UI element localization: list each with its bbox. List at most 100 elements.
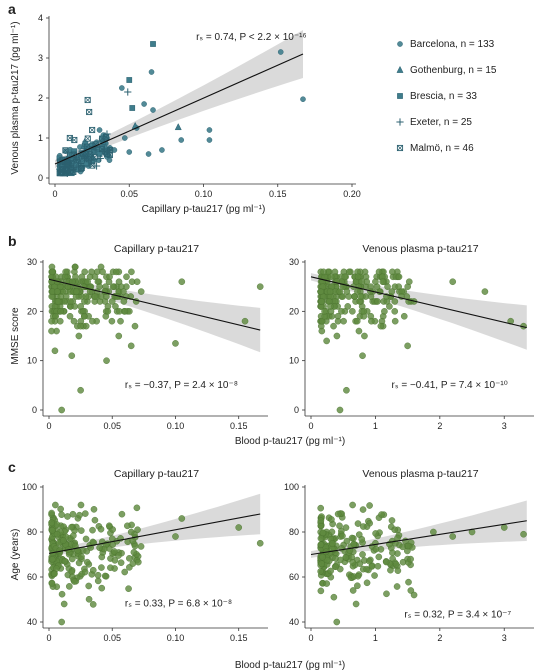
x2 xyxy=(56,170,63,177)
data-point xyxy=(352,600,360,608)
panel-letter: c xyxy=(8,459,16,475)
data-point xyxy=(323,580,331,587)
y-tick-label: 10 xyxy=(289,356,299,366)
stat-annotation: rₛ = −0.37, P = 2.4 × 10⁻⁸ xyxy=(125,380,238,391)
box xyxy=(62,147,69,154)
data-point xyxy=(391,308,399,315)
data-point xyxy=(90,506,98,513)
data-point xyxy=(82,535,90,543)
shared-x-label-c: Blood p-tau217 (pg ml⁻¹) xyxy=(235,660,345,671)
x2 xyxy=(62,162,69,169)
x2 xyxy=(83,151,90,157)
data-point xyxy=(117,317,124,325)
data-point xyxy=(372,278,379,286)
data-point xyxy=(77,303,85,310)
data-point xyxy=(382,558,390,566)
data-point xyxy=(328,516,335,523)
data-point xyxy=(349,559,357,566)
data-point xyxy=(318,560,325,568)
data-point xyxy=(327,567,334,575)
y-tick-label: 20 xyxy=(289,306,299,316)
data-point xyxy=(178,137,185,143)
data-point xyxy=(150,107,156,113)
data-point xyxy=(137,543,145,550)
data-point xyxy=(103,357,110,364)
x2 xyxy=(78,165,85,171)
y-axis-label: Venous plasma p-tau217 (pg ml⁻¹) xyxy=(10,21,21,174)
data-point xyxy=(148,69,155,75)
y-tick-label: 0 xyxy=(32,405,37,415)
x2 xyxy=(84,143,90,150)
data-point xyxy=(405,578,412,586)
data-point xyxy=(121,308,129,315)
y-tick-label: 30 xyxy=(27,257,37,267)
x2 xyxy=(89,162,96,169)
y-axis-label: MMSE score xyxy=(10,307,21,365)
data-point xyxy=(361,332,368,340)
data-point xyxy=(330,322,337,330)
x-tick-label: 2 xyxy=(437,633,442,643)
x-tick-label: 0.10 xyxy=(195,189,213,199)
data-point xyxy=(94,571,102,579)
x-tick-label: 0 xyxy=(46,633,51,643)
data-point xyxy=(317,535,325,542)
data-point xyxy=(150,41,156,47)
data-point xyxy=(372,539,379,547)
data-point xyxy=(48,317,55,325)
data-point xyxy=(338,308,345,315)
data-point xyxy=(98,564,105,571)
data-point xyxy=(328,540,336,547)
data-point xyxy=(320,268,327,276)
data-point xyxy=(57,505,64,513)
data-point xyxy=(59,537,67,544)
x2 xyxy=(73,156,80,163)
box xyxy=(78,164,85,172)
data-point xyxy=(70,317,78,325)
data-point xyxy=(67,298,74,305)
data-point xyxy=(75,559,83,567)
data-point xyxy=(349,587,357,594)
data-point xyxy=(83,150,90,158)
x-tick-label: 0 xyxy=(308,421,313,431)
data-point xyxy=(359,523,367,530)
data-point xyxy=(318,298,325,305)
data-point xyxy=(371,572,378,579)
x2 xyxy=(91,154,98,161)
y-tick-label: 40 xyxy=(289,617,299,627)
data-point xyxy=(481,288,489,295)
y-axis-label: Age (years) xyxy=(10,529,21,581)
data-point xyxy=(389,549,396,557)
data-point xyxy=(381,308,388,315)
x-tick-label: 0 xyxy=(46,421,51,431)
data-point xyxy=(92,141,99,148)
legend-label: Brescia, n = 33 xyxy=(410,91,477,102)
y-tick-label: 30 xyxy=(289,257,299,267)
data-point xyxy=(85,582,92,590)
box xyxy=(77,165,84,172)
data-point xyxy=(126,77,133,83)
data-point xyxy=(333,332,341,340)
data-point xyxy=(78,164,85,172)
data-point xyxy=(89,601,97,608)
data-point xyxy=(72,542,79,550)
data-point xyxy=(89,126,96,134)
data-point xyxy=(449,533,457,540)
data-point xyxy=(359,352,366,360)
data-point xyxy=(126,555,133,562)
shared-x-label-b: Blood p-tau217 (pg ml⁻¹) xyxy=(235,436,345,447)
data-point xyxy=(327,303,334,310)
data-point xyxy=(86,108,93,116)
data-point xyxy=(108,298,116,305)
data-point xyxy=(206,137,213,143)
data-point xyxy=(379,278,387,286)
data-point xyxy=(115,552,122,559)
data-point xyxy=(115,332,123,340)
data-point xyxy=(343,288,351,295)
data-point xyxy=(89,317,96,325)
data-point xyxy=(96,127,103,133)
x2 xyxy=(84,135,91,142)
data-point xyxy=(319,529,327,537)
data-point xyxy=(449,278,457,286)
data-point xyxy=(277,49,284,55)
